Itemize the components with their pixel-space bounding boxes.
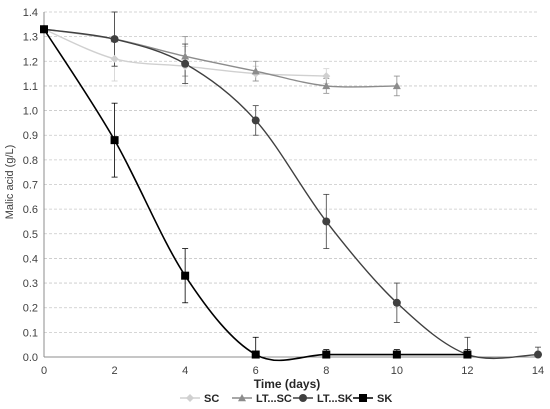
- series-lines: [43, 28, 539, 362]
- data-points: [40, 25, 542, 359]
- series-line: [43, 28, 397, 88]
- data-point: [110, 54, 119, 63]
- legend-label: LT...SC: [256, 393, 292, 405]
- data-point: [251, 116, 260, 125]
- data-point: [359, 394, 367, 402]
- data-point: [463, 350, 472, 359]
- x-tick-labels: 0 2 4 6 8 10 12 14: [41, 365, 544, 377]
- data-point: [534, 350, 542, 359]
- data-point: [299, 394, 307, 402]
- y-tick-label: 0.2: [23, 303, 38, 315]
- data-point: [322, 350, 331, 359]
- x-tick-label: 10: [391, 365, 403, 377]
- data-point: [251, 67, 260, 75]
- data-point: [181, 52, 190, 60]
- data-point: [322, 72, 331, 81]
- y-tick-label: 1.0: [23, 106, 38, 118]
- x-tick-label: 14: [532, 365, 544, 377]
- y-tick-label: 0.5: [23, 229, 38, 241]
- y-tick-label: 0.7: [23, 180, 38, 192]
- y-tick-label: 0.3: [23, 278, 38, 290]
- y-tick-label: 0.8: [23, 155, 38, 167]
- data-point: [186, 394, 194, 402]
- y-tick-label: 0.6: [23, 204, 38, 216]
- y-tick-label: 0.0: [23, 352, 38, 364]
- y-tick-labels: 0.0 0.1 0.2 0.3 0.4 0.5 0.6 0.7 0.8 0.9 1.0 1.1 1.2 1…: [23, 7, 38, 364]
- x-tick-label: 4: [182, 365, 188, 377]
- y-tick-label: 0.1: [23, 327, 38, 339]
- data-point: [392, 298, 401, 307]
- x-tick-label: 12: [461, 365, 473, 377]
- y-tick-label: 1.2: [23, 56, 38, 68]
- y-tick-label: 1.1: [23, 81, 38, 93]
- x-axis-title: Time (days): [254, 377, 320, 391]
- legend: SC LT...SC LT...SK SK: [180, 393, 392, 405]
- data-point: [110, 35, 119, 44]
- y-tick-label: 0.9: [23, 130, 38, 142]
- legend-label: LT...SK: [317, 393, 353, 405]
- data-point: [40, 25, 48, 34]
- data-point: [322, 81, 331, 90]
- legend-label: SK: [377, 393, 392, 405]
- axes: [43, 12, 538, 358]
- y-tick-label: 1.3: [23, 32, 38, 44]
- y-axis-title: Malic acid (g/L): [4, 145, 16, 220]
- series-line: [43, 28, 539, 360]
- legend-label: SC: [204, 393, 219, 405]
- data-point: [181, 271, 190, 280]
- data-point: [110, 136, 119, 145]
- y-tick-label: 1.4: [23, 7, 38, 19]
- data-point: [322, 217, 331, 226]
- data-point: [181, 59, 190, 68]
- data-point: [392, 350, 401, 359]
- x-tick-label: 6: [253, 365, 259, 377]
- x-tick-label: 2: [112, 365, 118, 377]
- x-tick-label: 8: [323, 365, 329, 377]
- data-point: [392, 81, 401, 90]
- y-tick-label: 0.4: [23, 253, 38, 265]
- x-tick-label: 0: [41, 365, 47, 377]
- data-point: [251, 350, 260, 359]
- data-point: [238, 394, 246, 402]
